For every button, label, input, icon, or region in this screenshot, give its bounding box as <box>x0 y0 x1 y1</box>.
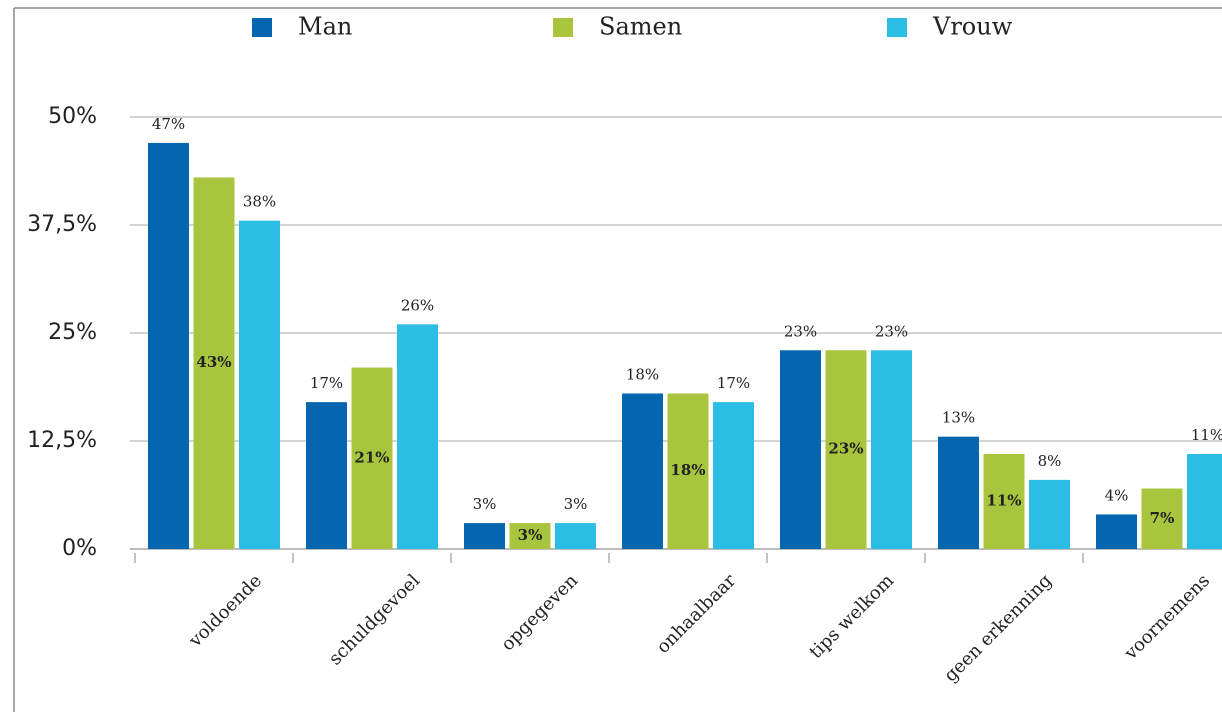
legend-label: Samen <box>599 13 682 41</box>
bar <box>239 220 280 549</box>
value-label: 17% <box>310 374 343 392</box>
legend-label: Man <box>298 13 352 41</box>
bar <box>351 367 393 549</box>
x-tick-label: voldoende <box>184 570 266 652</box>
bar <box>464 523 505 549</box>
x-tick-label: tips welkom <box>805 570 898 663</box>
x-tick-label: geen erkenning <box>940 570 1056 686</box>
bar <box>1096 514 1137 549</box>
legend-swatch <box>553 18 573 37</box>
bar <box>713 402 754 549</box>
bar <box>871 350 912 549</box>
y-tick-label: 37,5% <box>27 212 97 237</box>
bar <box>148 142 189 550</box>
legend-label: Vrouw <box>932 13 1013 41</box>
bar <box>983 453 1025 549</box>
value-label: 11% <box>1191 426 1222 444</box>
value-label: 17% <box>717 374 750 392</box>
value-label: 3% <box>564 495 588 513</box>
value-label: 7% <box>1150 509 1175 527</box>
y-tick-label: 50% <box>48 104 97 129</box>
value-label: 43% <box>196 353 231 371</box>
x-tick-label: onhaalbaar <box>653 570 741 658</box>
value-label: 13% <box>942 409 975 427</box>
bar <box>397 324 438 549</box>
bar <box>825 350 867 549</box>
legend-swatch <box>252 18 272 37</box>
value-label: 38% <box>243 193 276 211</box>
value-label: 23% <box>828 440 863 458</box>
value-label: 4% <box>1105 486 1129 504</box>
bar <box>555 523 596 549</box>
x-tick-label: schuldgevoel <box>325 570 424 669</box>
x-tick-label: opgegeven <box>497 570 582 655</box>
y-tick-label: 25% <box>48 320 97 345</box>
value-label: 47% <box>152 115 185 133</box>
bar <box>780 350 821 549</box>
bar <box>667 393 709 549</box>
value-label: 23% <box>784 322 817 340</box>
y-tick-label: 0% <box>62 536 97 561</box>
value-label: 21% <box>354 448 389 466</box>
bar <box>306 402 347 549</box>
bar <box>622 393 663 549</box>
value-label: 18% <box>626 365 659 383</box>
value-label: 11% <box>986 491 1021 509</box>
value-label: 3% <box>473 495 497 513</box>
bar <box>509 523 551 549</box>
bar <box>193 177 235 550</box>
bar <box>1141 488 1183 549</box>
value-label: 8% <box>1038 452 1062 470</box>
value-label: 18% <box>670 461 705 479</box>
bar <box>1187 453 1222 549</box>
y-tick-label: 12,5% <box>27 428 97 453</box>
value-label: 26% <box>401 296 434 314</box>
bar <box>1029 479 1070 549</box>
value-label: 3% <box>518 526 543 544</box>
value-label: 23% <box>875 322 908 340</box>
x-tick-label: voornemens <box>1120 570 1214 664</box>
bar <box>938 436 979 549</box>
legend-swatch <box>887 18 907 37</box>
